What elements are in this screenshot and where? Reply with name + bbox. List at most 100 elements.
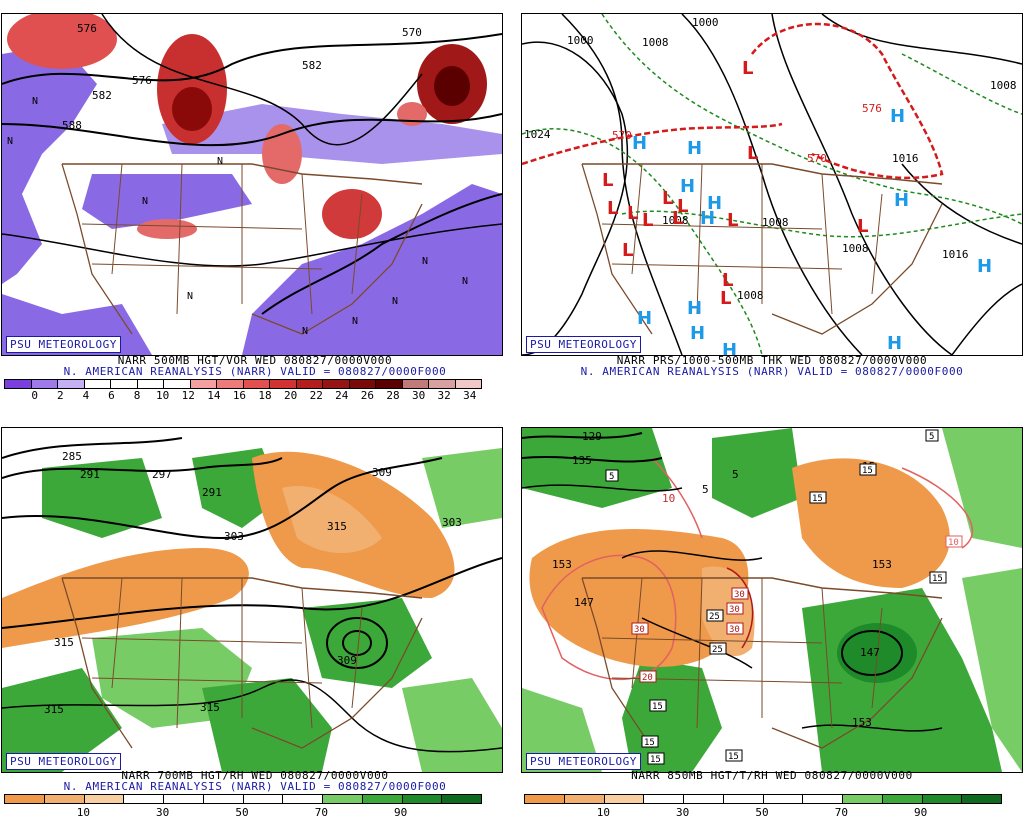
contour-label: 582 <box>92 89 112 102</box>
high-pressure-center: H <box>890 106 905 127</box>
contour-label: 582 <box>302 59 322 72</box>
colorbar-tick-label: 10 <box>76 806 90 819</box>
low-pressure-center: L <box>727 210 738 231</box>
vort-max-midwest <box>262 124 302 184</box>
colorbar-swatch <box>722 795 763 803</box>
low-pressure-center: L <box>622 240 633 261</box>
neg-vorticity-central <box>82 174 252 229</box>
high-pressure-center: H <box>687 138 702 159</box>
boxed-label: 10 <box>948 538 959 548</box>
contour-label: 291 <box>202 486 222 499</box>
hgt-contour-1 <box>2 33 502 85</box>
thickness-contour <box>522 128 763 355</box>
colorbar-swatch <box>762 795 803 803</box>
dry-region <box>529 529 749 667</box>
colorbar-swatch <box>563 795 604 803</box>
colorbar-tick-label: 14 <box>207 389 221 402</box>
contour-label: 147 <box>574 596 594 609</box>
contour-label: 315 <box>200 701 220 714</box>
moist-region <box>712 428 802 518</box>
map-700mb-svg: 285 291 297 291 303 309 303 315 309 315 … <box>2 437 502 772</box>
map-pressure-svg: 1000 1008 1000 1024 1008 1008 1008 1008 … <box>522 14 1022 355</box>
isobar-label: 1008 <box>642 36 669 49</box>
colorbar-swatch <box>802 795 842 803</box>
hgt-contour <box>2 557 502 629</box>
contour-label: 576 <box>77 22 97 35</box>
contour-label: 129 <box>582 430 602 443</box>
moist-region <box>522 688 602 772</box>
boxed-label: 15 <box>644 738 655 748</box>
isobar-label: 1016 <box>892 152 919 165</box>
isobar-label: 1008 <box>842 242 869 255</box>
boxed-label: 30 <box>729 605 740 615</box>
temp-contour <box>726 567 754 649</box>
boxed-label: 15 <box>650 755 661 765</box>
boxed-label: 5 <box>609 472 614 482</box>
colorbar-tick-label: 50 <box>235 806 249 819</box>
low-pressure-center: L <box>677 196 688 217</box>
coastline <box>581 577 943 749</box>
map-500mb-svg: 576 582 588 576 582 570 N N N N N N N N … <box>2 14 502 355</box>
colorbar-swatch <box>683 795 723 803</box>
hgt-contour <box>2 437 183 459</box>
hgt-contour <box>522 432 643 439</box>
hatch-letter: N <box>217 156 223 167</box>
hatch-letter: N <box>187 291 193 302</box>
colorbar-tick-label: 22 <box>309 389 323 402</box>
low-pressure-center: L <box>607 198 618 219</box>
low-pressure-center: L <box>857 216 868 237</box>
high-pressure-center: H <box>632 133 647 154</box>
isobar-label: 1024 <box>524 128 551 141</box>
colorbar-swatch <box>242 380 269 388</box>
colorbar-tick-label: 2 <box>56 389 64 402</box>
contour-label: 309 <box>372 466 392 479</box>
colorbar-swatch <box>57 380 84 388</box>
isobar-label: 1016 <box>942 248 969 261</box>
colorbar-tick-label: 16 <box>232 389 247 402</box>
colorbar-tick-label: 28 <box>386 389 400 402</box>
colorbar-tick-label: 8 <box>133 389 141 402</box>
colorbar-swatch <box>5 380 31 388</box>
contour-label: 135 <box>572 454 592 467</box>
hgt-contour <box>522 484 683 492</box>
boxed-label: 25 <box>709 612 720 622</box>
colorbar-swatch <box>202 795 243 803</box>
contour-label: 285 <box>62 450 82 463</box>
contour-label: 588 <box>62 119 82 132</box>
colorbar-swatch <box>5 795 44 803</box>
contour-label: 291 <box>80 468 100 481</box>
isobar <box>901 163 1022 245</box>
low-pressure-center: L <box>742 58 753 79</box>
map-850mb-rh: 129 135 5 10 5 15 153 147 153 147 153 5 … <box>521 427 1023 773</box>
moist-region <box>202 678 332 772</box>
map-pressure-thickness: 1000 1008 1000 1024 1008 1008 1008 1008 … <box>521 13 1023 356</box>
state-borders <box>601 163 883 315</box>
high-pressure-center: H <box>722 340 737 355</box>
colorbar-swatch <box>269 380 296 388</box>
colorbar-tick-label: 10 <box>596 806 610 819</box>
boxed-label: 15 <box>652 702 663 712</box>
low-pressure-center: L <box>722 270 733 291</box>
contour-label: 153 <box>852 716 872 729</box>
state-borders <box>81 163 363 315</box>
colorbar-tick-label: 0 <box>31 389 39 402</box>
temp-contour <box>651 457 703 539</box>
low-pressure-center: L <box>602 170 613 191</box>
hatch-letter: N <box>392 296 398 307</box>
colorbar-tick-label: 50 <box>755 806 769 819</box>
colorbar-tick-label: 12 <box>181 389 195 402</box>
colorbar-vorticity-ticks: 0 2 4 6 8 10 12 14 16 18 20 22 24 26 28 30 32 34 <box>4 390 480 401</box>
boxed-label: 25 <box>712 645 723 655</box>
colorbar-tick-label: 90 <box>394 806 408 819</box>
moist-region <box>302 598 432 688</box>
colorbar-swatch <box>643 795 683 803</box>
state-borders <box>81 577 363 729</box>
contour-label: 570 <box>402 26 422 39</box>
colorbar-swatch <box>282 795 322 803</box>
coastline <box>61 577 423 749</box>
colorbar-swatch <box>401 795 442 803</box>
colorbar-swatch <box>110 380 137 388</box>
colorbar-tick-label: 26 <box>360 389 375 402</box>
dry-region <box>282 486 382 553</box>
hgt-contour <box>2 679 502 753</box>
